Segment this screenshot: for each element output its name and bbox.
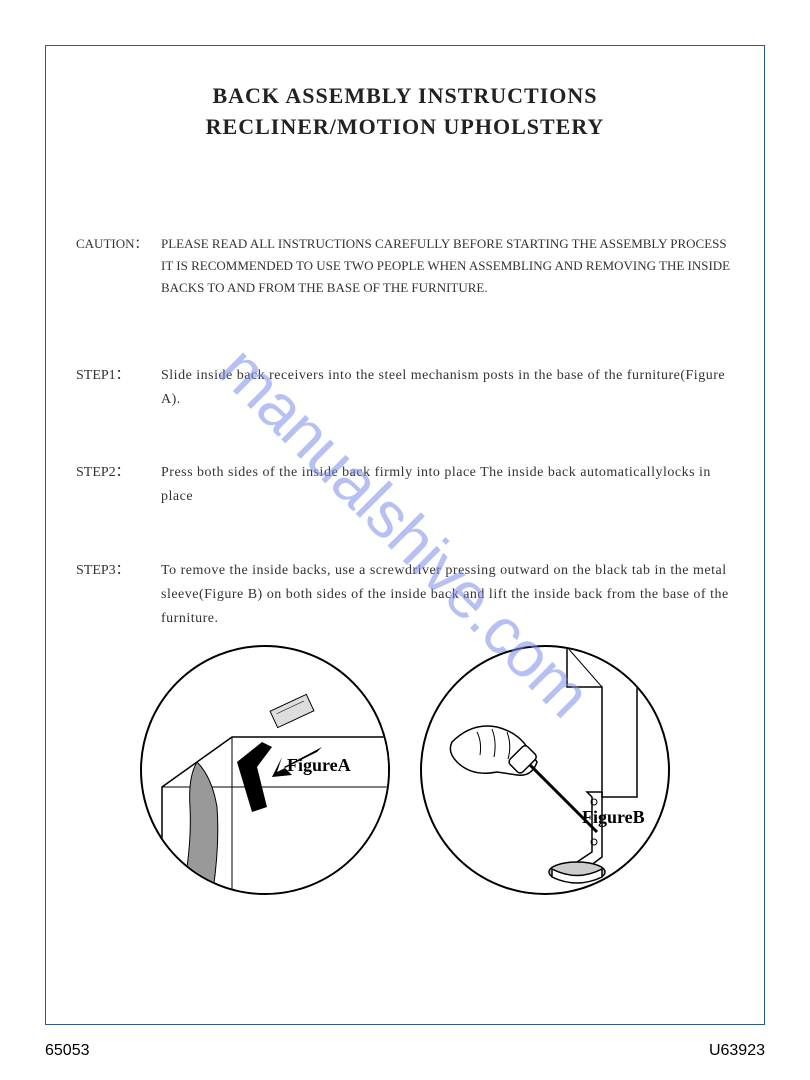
footer: 65053 U63923: [45, 1042, 765, 1060]
title-line-2: RECLINER/MOTION UPHOLSTERY: [206, 114, 605, 139]
page-title: BACK ASSEMBLY INSTRUCTIONS RECLINER/MOTI…: [76, 81, 734, 143]
figure-a: FigureA: [140, 645, 390, 895]
step-1-text: Slide inside back receivers into the ste…: [161, 364, 734, 412]
step-2-text: Press both sides of the inside back firm…: [161, 461, 734, 509]
figure-b: FigureB: [420, 645, 670, 895]
caution-text-1: PLEASE READ ALL INSTRUCTIONS CAREFULLY B…: [161, 236, 727, 251]
figure-b-label: FigureB: [582, 807, 645, 828]
footer-left: 65053: [45, 1042, 90, 1060]
title-line-1: BACK ASSEMBLY INSTRUCTIONS: [212, 83, 597, 108]
step-2-label: STEP2：: [76, 461, 161, 509]
step-1: STEP1： Slide inside back receivers into …: [76, 364, 734, 412]
caution-section: CAUTION： PLEASE READ ALL INSTRUCTIONS CA…: [76, 233, 734, 299]
step-3-label: STEP3：: [76, 559, 161, 630]
caution-text-2: IT IS RECOMMENDED TO USE TWO PEOPLE WHEN…: [161, 258, 730, 295]
caution-text: PLEASE READ ALL INSTRUCTIONS CAREFULLY B…: [161, 233, 734, 299]
caution-label: CAUTION：: [76, 233, 161, 299]
figure-b-illustration: [422, 647, 668, 893]
figure-a-label: FigureA: [287, 755, 351, 776]
figures-container: FigureA: [76, 645, 734, 895]
step-1-label: STEP1：: [76, 364, 161, 412]
step-2: STEP2： Press both sides of the inside ba…: [76, 461, 734, 509]
footer-right: U63923: [709, 1042, 765, 1060]
step-3-text: To remove the inside backs, use a screwd…: [161, 559, 734, 630]
page-border: BACK ASSEMBLY INSTRUCTIONS RECLINER/MOTI…: [45, 45, 765, 1025]
figure-a-illustration: [142, 647, 388, 893]
step-3: STEP3： To remove the inside backs, use a…: [76, 559, 734, 630]
